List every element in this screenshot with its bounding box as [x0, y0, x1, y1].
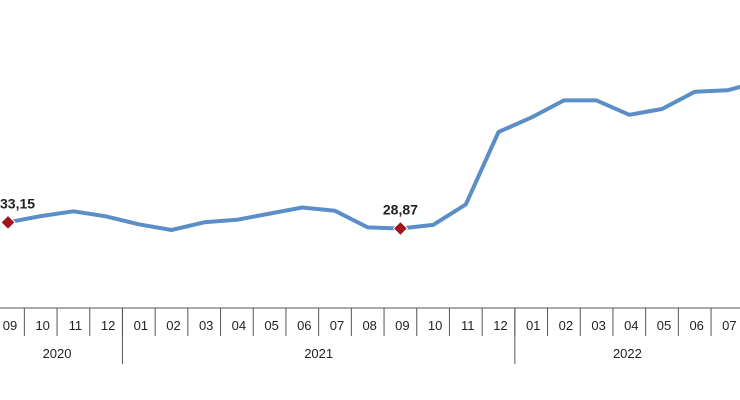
data-label: 33,15: [0, 195, 35, 211]
month-tick-label: 10: [428, 318, 442, 333]
year-label: 2020: [43, 346, 72, 361]
month-tick-label: 11: [461, 318, 475, 333]
month-tick-label: 02: [559, 318, 573, 333]
year-label: 2021: [304, 346, 333, 361]
month-tick-label: 01: [134, 318, 148, 333]
month-tick-label: 03: [591, 318, 605, 333]
month-tick-label: 03: [199, 318, 213, 333]
month-tick-label: 06: [689, 318, 703, 333]
month-tick-label: 09: [395, 318, 409, 333]
month-tick-label: 11: [69, 318, 83, 333]
month-tick-label: 01: [526, 318, 540, 333]
month-tick-label: 12: [493, 318, 507, 333]
month-tick-label: 06: [297, 318, 311, 333]
month-tick-label: 10: [35, 318, 49, 333]
month-tick-label: 12: [101, 318, 115, 333]
month-tick-label: 04: [232, 318, 246, 333]
year-label: 2022: [613, 346, 642, 361]
x-axis: 09 10 11 12 01 02 03 04 05 06 07 08 09 10 11 12 01 02 03 04…: [0, 307, 740, 364]
month-tick-label: 05: [264, 318, 278, 333]
month-tick-label: 08: [362, 318, 376, 333]
data-marker: [392, 220, 409, 237]
month-tick-label: 07: [722, 318, 736, 333]
data-label: 28,87: [383, 201, 418, 217]
month-tick-label: 09: [3, 318, 17, 333]
month-tick-label: 07: [330, 318, 344, 333]
month-tick-label: 04: [624, 318, 638, 333]
month-tick-label: 02: [166, 318, 180, 333]
data-marker: [0, 214, 16, 231]
series-line: [6, 84, 740, 232]
month-tick-label: 05: [657, 318, 671, 333]
